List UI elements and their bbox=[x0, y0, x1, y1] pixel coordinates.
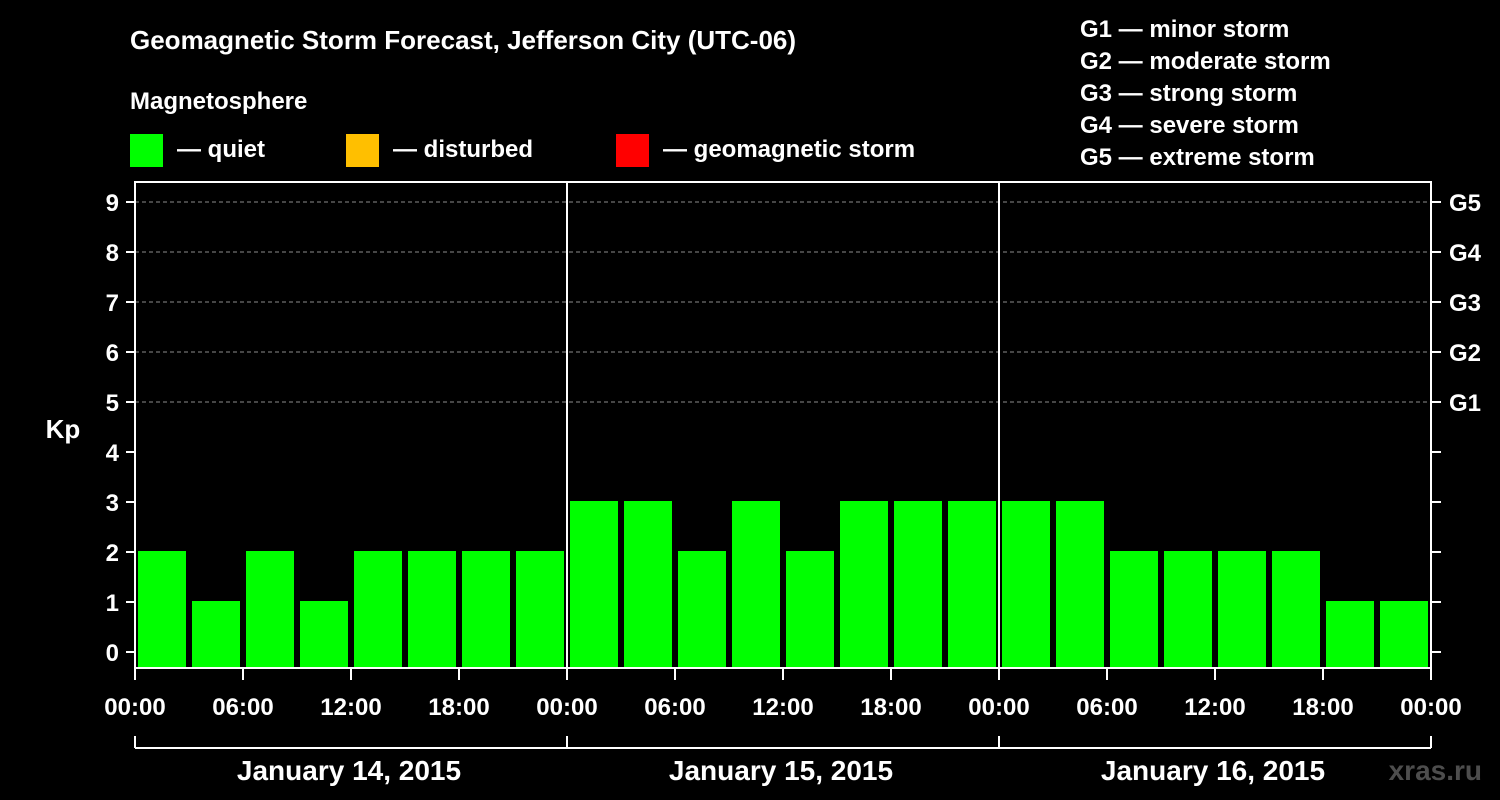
kp-bar bbox=[570, 501, 618, 668]
kp-bar bbox=[1056, 501, 1104, 668]
x-tick-label: 06:00 bbox=[212, 694, 273, 721]
kp-bar bbox=[462, 551, 510, 668]
y-tick-label: 5 bbox=[106, 390, 119, 417]
x-tick-label: 00:00 bbox=[968, 694, 1029, 721]
date-axis: January 14, 2015 January 15, 2015 Januar… bbox=[134, 736, 1432, 786]
kp-bar bbox=[1218, 551, 1266, 668]
storm-scale-g3: G3 — strong storm bbox=[1080, 80, 1297, 107]
axes: 0 1 2 3 4 5 6 7 8 9 G1 G2 G3 G4 G5 00:00 06:00 12:00 18:00… bbox=[104, 190, 1481, 721]
y-tick-label: 0 bbox=[106, 640, 119, 667]
legend-swatch-storm bbox=[616, 134, 649, 167]
kp-bar bbox=[192, 601, 240, 668]
x-tick-label: 06:00 bbox=[644, 694, 705, 721]
kp-bar bbox=[1002, 501, 1050, 668]
chart-title: Geomagnetic Storm Forecast, Jefferson Ci… bbox=[130, 25, 796, 55]
magnetosphere-legend: — quiet — disturbed — geomagnetic storm bbox=[130, 134, 915, 167]
kp-bar bbox=[354, 551, 402, 668]
y-tick-label: 7 bbox=[106, 290, 119, 317]
storm-scale-g2: G2 — moderate storm bbox=[1080, 48, 1331, 75]
kp-bar bbox=[624, 501, 672, 668]
legend-label-disturbed: — disturbed bbox=[393, 136, 533, 163]
legend-heading: Magnetosphere bbox=[130, 88, 307, 115]
x-tick-label: 12:00 bbox=[1184, 694, 1245, 721]
kp-bar bbox=[1326, 601, 1374, 668]
x-tick-label: 18:00 bbox=[1292, 694, 1353, 721]
kp-bar bbox=[732, 501, 780, 668]
storm-level-label: G5 bbox=[1449, 190, 1481, 217]
kp-bars bbox=[138, 501, 1428, 668]
y-tick-label: 9 bbox=[106, 190, 119, 217]
y-tick-label: 1 bbox=[106, 590, 119, 617]
storm-scale-g1: G1 — minor storm bbox=[1080, 16, 1289, 43]
storm-scale-legend: G1 — minor storm G2 — moderate storm G3 … bbox=[1080, 16, 1331, 171]
kp-bar bbox=[516, 551, 564, 668]
legend-swatch-disturbed bbox=[346, 134, 379, 167]
y-tick-label: 2 bbox=[106, 540, 119, 567]
kp-bar bbox=[246, 551, 294, 668]
date-label-day-1: January 14, 2015 bbox=[237, 755, 461, 786]
x-tick-label: 06:00 bbox=[1076, 694, 1137, 721]
x-tick-label: 00:00 bbox=[536, 694, 597, 721]
watermark: xras.ru bbox=[1389, 755, 1482, 786]
storm-level-label: G4 bbox=[1449, 240, 1482, 267]
legend-label-quiet: — quiet bbox=[177, 136, 265, 163]
y-tick-label: 3 bbox=[106, 490, 119, 517]
kp-bar bbox=[948, 501, 996, 668]
x-tick-label: 00:00 bbox=[104, 694, 165, 721]
x-tick-label: 12:00 bbox=[320, 694, 381, 721]
y-axis-label: Kp bbox=[46, 414, 81, 444]
storm-level-label: G3 bbox=[1449, 290, 1481, 317]
kp-bar bbox=[300, 601, 348, 668]
x-tick-label: 18:00 bbox=[428, 694, 489, 721]
kp-bar bbox=[678, 551, 726, 668]
x-tick-label: 12:00 bbox=[752, 694, 813, 721]
x-tick-label: 00:00 bbox=[1400, 694, 1461, 721]
storm-level-label: G2 bbox=[1449, 340, 1481, 367]
kp-bar bbox=[408, 551, 456, 668]
storm-scale-g5: G5 — extreme storm bbox=[1080, 144, 1315, 171]
y-tick-label: 6 bbox=[106, 340, 119, 367]
legend-label-storm: — geomagnetic storm bbox=[663, 136, 915, 163]
kp-bar bbox=[1272, 551, 1320, 668]
grid-lines bbox=[135, 182, 1431, 668]
legend-swatch-quiet bbox=[130, 134, 163, 167]
storm-scale-g4: G4 — severe storm bbox=[1080, 112, 1299, 139]
storm-level-label: G1 bbox=[1449, 390, 1481, 417]
date-label-day-3: January 16, 2015 bbox=[1101, 755, 1325, 786]
kp-bar bbox=[1164, 551, 1212, 668]
kp-bar bbox=[786, 551, 834, 668]
y-tick-label: 8 bbox=[106, 240, 119, 267]
kp-bar bbox=[138, 551, 186, 668]
kp-bar bbox=[1380, 601, 1428, 668]
kp-bar bbox=[840, 501, 888, 668]
y-tick-label: 4 bbox=[106, 440, 120, 467]
date-label-day-2: January 15, 2015 bbox=[669, 755, 893, 786]
kp-bar bbox=[1110, 551, 1158, 668]
x-tick-label: 18:00 bbox=[860, 694, 921, 721]
kp-bar bbox=[894, 501, 942, 668]
